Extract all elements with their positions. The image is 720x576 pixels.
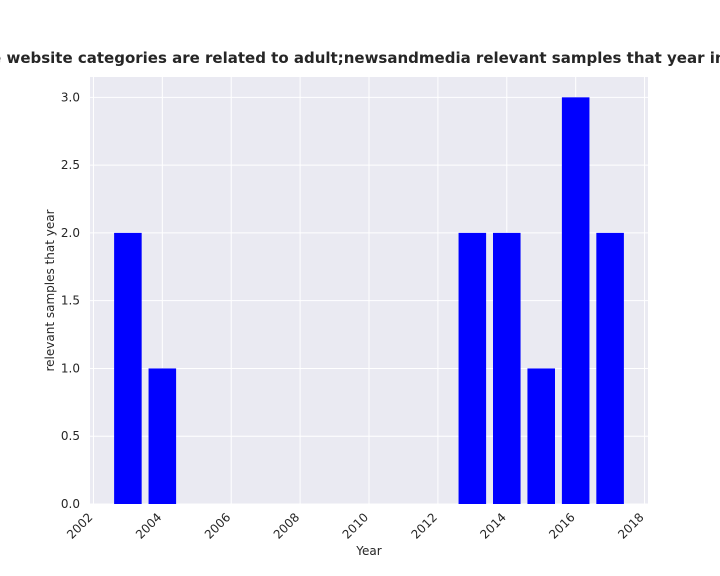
y-tick-label: 2.0 — [61, 226, 80, 240]
x-tick-label: 2004 — [133, 510, 164, 541]
y-tick-label: 0.5 — [61, 429, 80, 443]
bar — [596, 232, 624, 504]
y-axis-ticks: 0.0 0.5 1.0 1.5 2.0 2.5 3.0 — [61, 90, 80, 511]
bars — [114, 97, 624, 504]
bar — [493, 232, 521, 504]
y-tick-label: 3.0 — [61, 90, 80, 104]
x-tick-label: 2018 — [615, 510, 646, 541]
x-tick-label: 2008 — [271, 510, 302, 541]
bar — [458, 232, 487, 504]
bar — [148, 368, 177, 504]
y-axis-label: relevant samples that year — [43, 209, 57, 371]
y-tick-label: 1.0 — [61, 361, 80, 375]
y-tick-label: 2.5 — [61, 158, 80, 172]
x-tick-label: 2010 — [340, 510, 371, 541]
x-tick-label: 2016 — [546, 510, 577, 541]
bar — [527, 368, 555, 504]
y-tick-label: 1.5 — [61, 294, 80, 308]
y-tick-label: 0.0 — [61, 497, 80, 511]
plot-area — [90, 77, 648, 505]
chart-title: Number of sites whose website categories… — [0, 49, 720, 67]
x-tick-label: 2006 — [202, 510, 233, 541]
x-axis-label: Year — [355, 544, 381, 558]
x-tick-label: 2014 — [477, 510, 508, 541]
x-axis-ticks: 2002 2004 2006 2008 2010 2012 2014 2016 2018 — [64, 510, 647, 541]
x-tick-label: 2002 — [64, 510, 95, 541]
x-tick-label: 2012 — [409, 510, 440, 541]
bar — [561, 97, 590, 504]
bar — [114, 232, 142, 504]
